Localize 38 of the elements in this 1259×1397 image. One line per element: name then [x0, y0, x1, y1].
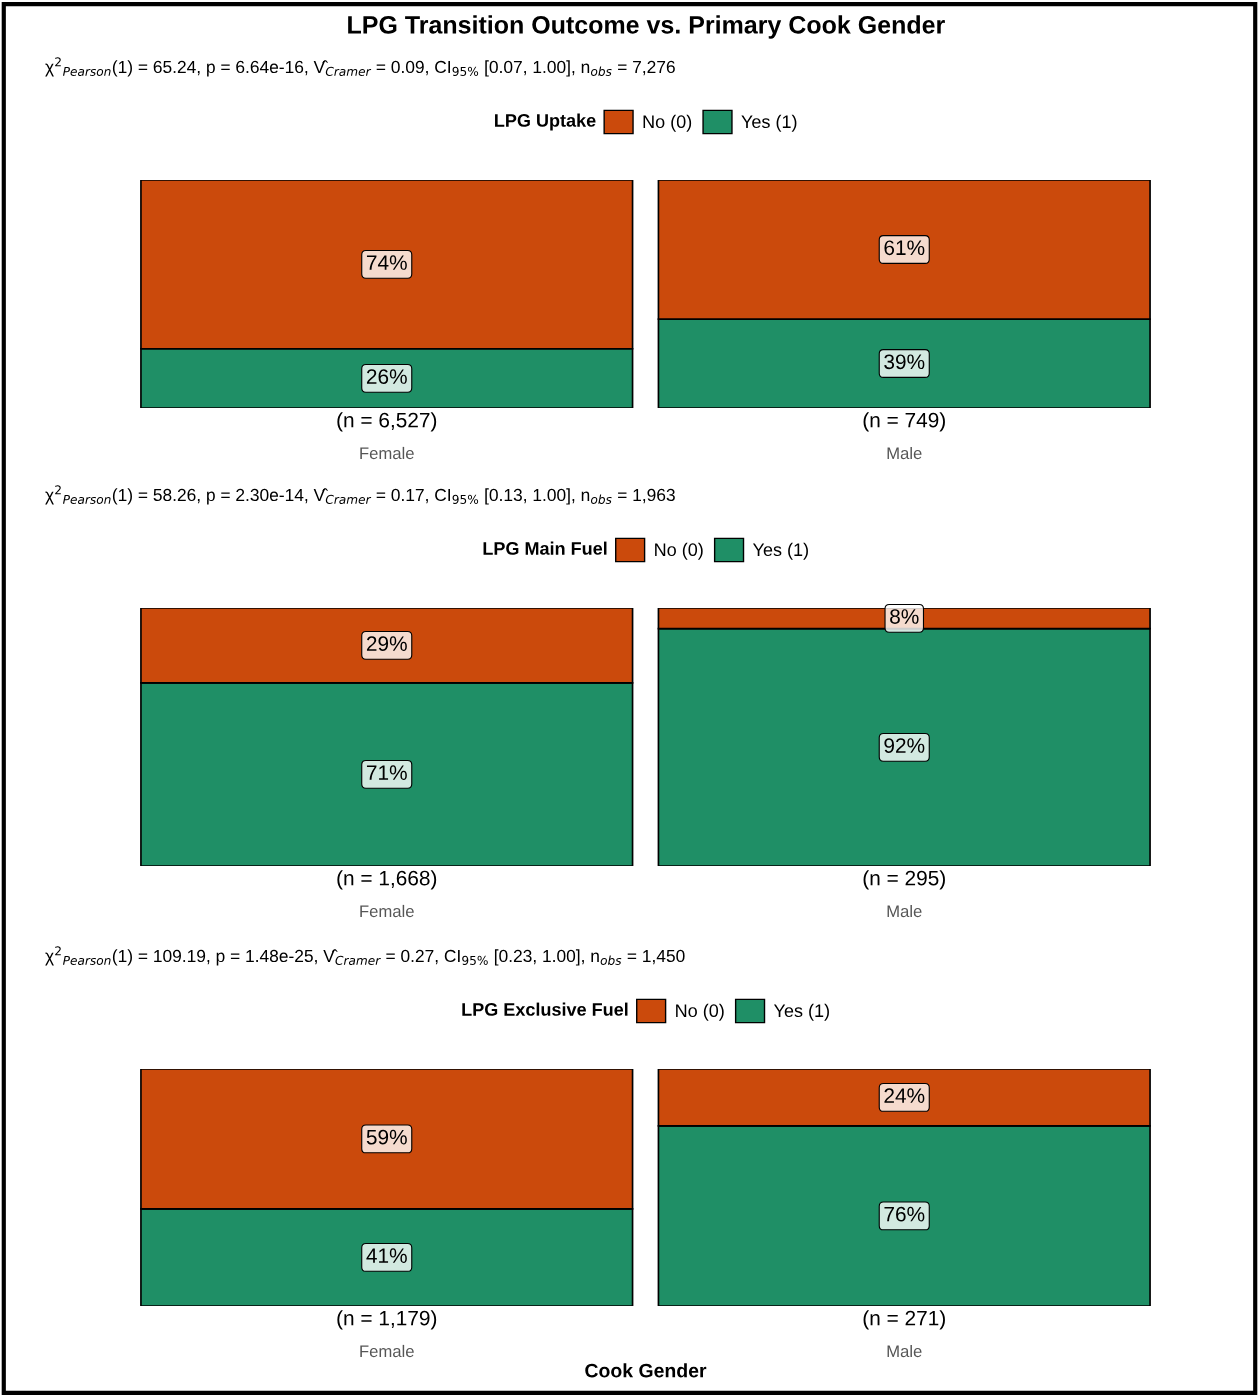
chart-title: LPG Transition Outcome vs. Primary Cook Gender [348, 15, 945, 39]
data-label: 71% [366, 765, 407, 780]
legend-label: Yes (1) [741, 114, 797, 132]
data-label: 74% [366, 255, 407, 270]
text: χ$^{2}$$_{Pearson}$(1) = 109.19, p = 1.48e-25, V̂$_{Cramer}$ = 0.27, CI$_{95%}$ [0.23, 1.00], n$_{obs}$ = 1,450 [45, 946, 685, 966]
data-label: 41% [366, 1248, 407, 1263]
legend-title: LPG Main Fuel [483, 541, 607, 555]
text: (n = 1,668) [337, 870, 437, 890]
text: (n = 6,527) [337, 412, 437, 432]
data-label: 24% [884, 1088, 925, 1103]
x-tick-label: Female [360, 1344, 414, 1358]
x-axis-title: Cook Gender [585, 1363, 707, 1378]
legend-label: Yes (1) [773, 1003, 829, 1021]
text: χ$^{2}$$_{Pearson}$(1) = 58.26, p = 2.30e-14, V̂$_{Cramer}$ = 0.17, CI$_{95%}$ [0.13, 1.00], n$_{obs}$ = 1,963 [45, 485, 675, 505]
x-tick-label: Male [887, 904, 922, 918]
data-label: 8% [890, 609, 919, 624]
legend-title: LPG Exclusive Fuel [462, 1002, 628, 1016]
text: (n = 295) [863, 870, 945, 890]
text: (n = 749) [863, 412, 945, 432]
data-label: 61% [884, 240, 925, 256]
text: (n = 271) [863, 1310, 945, 1330]
text: χ$^{2}$$_{Pearson}$(1) = 65.24, p = 6.64e-16, V̂$_{Cramer}$ = 0.09, CI$_{95%}$ [0.07, 1.00], n$_{obs}$ = 7,276 [45, 57, 675, 77]
data-label: 76% [884, 1206, 925, 1222]
x-tick-label: Male [887, 1344, 922, 1358]
data-label: 26% [366, 369, 407, 384]
data-label: 92% [884, 738, 925, 753]
data-label: 59% [366, 1129, 407, 1145]
legend-label: Yes (1) [752, 542, 808, 560]
legend-label: No (0) [643, 114, 692, 132]
legend-label: No (0) [676, 1003, 724, 1021]
data-label: 29% [366, 636, 407, 651]
x-tick-label: Male [887, 446, 922, 460]
x-tick-label: Female [360, 446, 414, 460]
text: (n = 1,179) [337, 1310, 437, 1330]
legend-label: No (0) [655, 542, 703, 560]
x-tick-label: Female [360, 904, 414, 918]
legend-title: LPG Uptake [495, 113, 596, 131]
data-label: 39% [884, 354, 925, 370]
